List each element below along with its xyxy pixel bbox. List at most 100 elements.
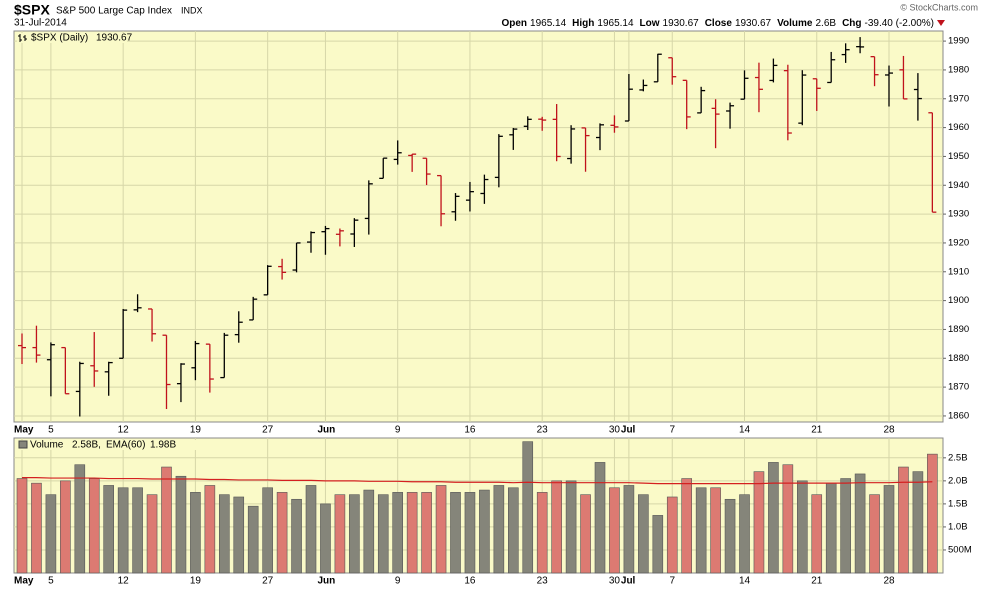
volume-bar [45, 494, 57, 574]
x-tick-label: Jul [621, 425, 636, 436]
x-tick-label: 16 [464, 576, 476, 587]
y-tick-label: 1880 [948, 353, 969, 364]
x-tick-label: 19 [190, 576, 202, 587]
volume-legend-value: 2.58B, [72, 440, 101, 451]
y-tick-label: 500M [948, 544, 972, 555]
volume-bar [233, 496, 245, 574]
volume-bar [840, 478, 851, 574]
volume-bar [363, 489, 375, 574]
volume-bar [536, 492, 548, 574]
y-tick-label: 2.0B [948, 475, 968, 486]
volume-bar [479, 489, 490, 574]
volume-bar [580, 494, 591, 574]
stats-line: Open 1965.14 High 1965.14 Low 1930.67 Close 193… [501, 18, 934, 29]
x-tick-label: 12 [118, 576, 130, 587]
x-tick-label: 14 [739, 425, 751, 436]
volume-bar [190, 492, 201, 574]
x-tick-label: 21 [811, 425, 823, 436]
x-tick-label: May [14, 425, 34, 436]
x-tick-label: Jun [317, 425, 335, 436]
y-tick-label: 1960 [948, 122, 969, 133]
x-tick-label: 12 [118, 425, 130, 436]
copyright: © StockCharts.com [900, 2, 978, 12]
stat-value: 1930.67 [735, 18, 772, 29]
legend-swatch [18, 440, 28, 449]
x-tick-label: 7 [669, 576, 675, 587]
stat-value: 1965.14 [530, 18, 567, 29]
stat-label: Chg [842, 18, 861, 29]
y-tick-label: 1950 [948, 151, 969, 162]
y-tick-label: 1870 [948, 382, 969, 393]
x-tick-label: 5 [48, 425, 54, 436]
legend-bg [17, 33, 127, 43]
volume-bar [161, 466, 172, 574]
volume-bar [768, 462, 779, 574]
stat-value: 2.6B [815, 18, 836, 29]
x-tick-label: 16 [464, 425, 476, 436]
ema-legend: EMA(60) [106, 440, 145, 451]
volume-bar [204, 485, 216, 574]
volume-bar [88, 478, 100, 574]
volume-bar [739, 494, 750, 574]
volume-bar [262, 487, 273, 574]
volume-bar [638, 494, 649, 574]
exchange: INDX [181, 5, 203, 15]
volume-bar [291, 498, 302, 574]
x-tick-label: 23 [537, 576, 549, 587]
volume-legend: Volume [30, 440, 64, 451]
ema-line [22, 477, 933, 485]
volume-bar [883, 485, 895, 574]
volume-bar [652, 515, 664, 574]
x-tick-label: 28 [883, 425, 895, 436]
x-tick-label: 9 [395, 576, 401, 587]
stat-value: 1965.14 [597, 18, 634, 29]
x-tick-label: 27 [262, 576, 274, 587]
x-tick-label: Jun [317, 576, 335, 587]
volume-bar [74, 464, 86, 574]
volume-bar [565, 480, 577, 574]
volume-bar [464, 492, 476, 574]
volume-bar [898, 466, 909, 574]
x-tick-label: 19 [190, 425, 202, 436]
volume-bar [60, 480, 71, 574]
y-tick-label: 1940 [948, 180, 969, 191]
volume-bar [507, 487, 519, 574]
volume-bar [276, 492, 288, 574]
volume-bar [175, 475, 187, 574]
volume-bar [493, 485, 505, 574]
legend-bg [17, 440, 207, 450]
volume-bar [305, 485, 317, 574]
volume-bar [392, 492, 404, 574]
volume-bar [912, 471, 924, 574]
price-panel [13, 30, 944, 423]
volume-bar [811, 494, 823, 574]
volume-bar [219, 494, 230, 574]
stat-label: High [572, 18, 594, 29]
volume-bar [132, 487, 143, 574]
y-tick-label: 1920 [948, 237, 969, 248]
volume-bar [551, 480, 562, 574]
volume-bar [117, 487, 129, 574]
marks [16, 37, 938, 574]
volume-bar [753, 471, 765, 574]
date: 31-Jul-2014 [14, 18, 67, 29]
volume-bar [450, 492, 461, 574]
volume-bar [146, 494, 158, 574]
volume-bar [334, 494, 346, 574]
y-tick-label: 1980 [948, 64, 969, 75]
index-name: S&P 500 Large Cap Index [56, 6, 172, 17]
volume-bar [349, 494, 360, 574]
down-arrow [937, 20, 945, 26]
x-tick-label: 14 [739, 576, 751, 587]
ema-legend-value: 1.98B [150, 440, 176, 451]
x-tick-label: 28 [883, 576, 895, 587]
volume-bar [825, 482, 837, 574]
x-tick-label: 21 [811, 576, 823, 587]
y-tick-label: 1970 [948, 93, 969, 104]
volume-bar [710, 487, 721, 574]
x-tick-label: Jul [621, 576, 636, 587]
x-tick-label: 30 [609, 576, 621, 587]
volume-bar [869, 494, 880, 574]
y-tick-label: 1900 [948, 295, 969, 306]
